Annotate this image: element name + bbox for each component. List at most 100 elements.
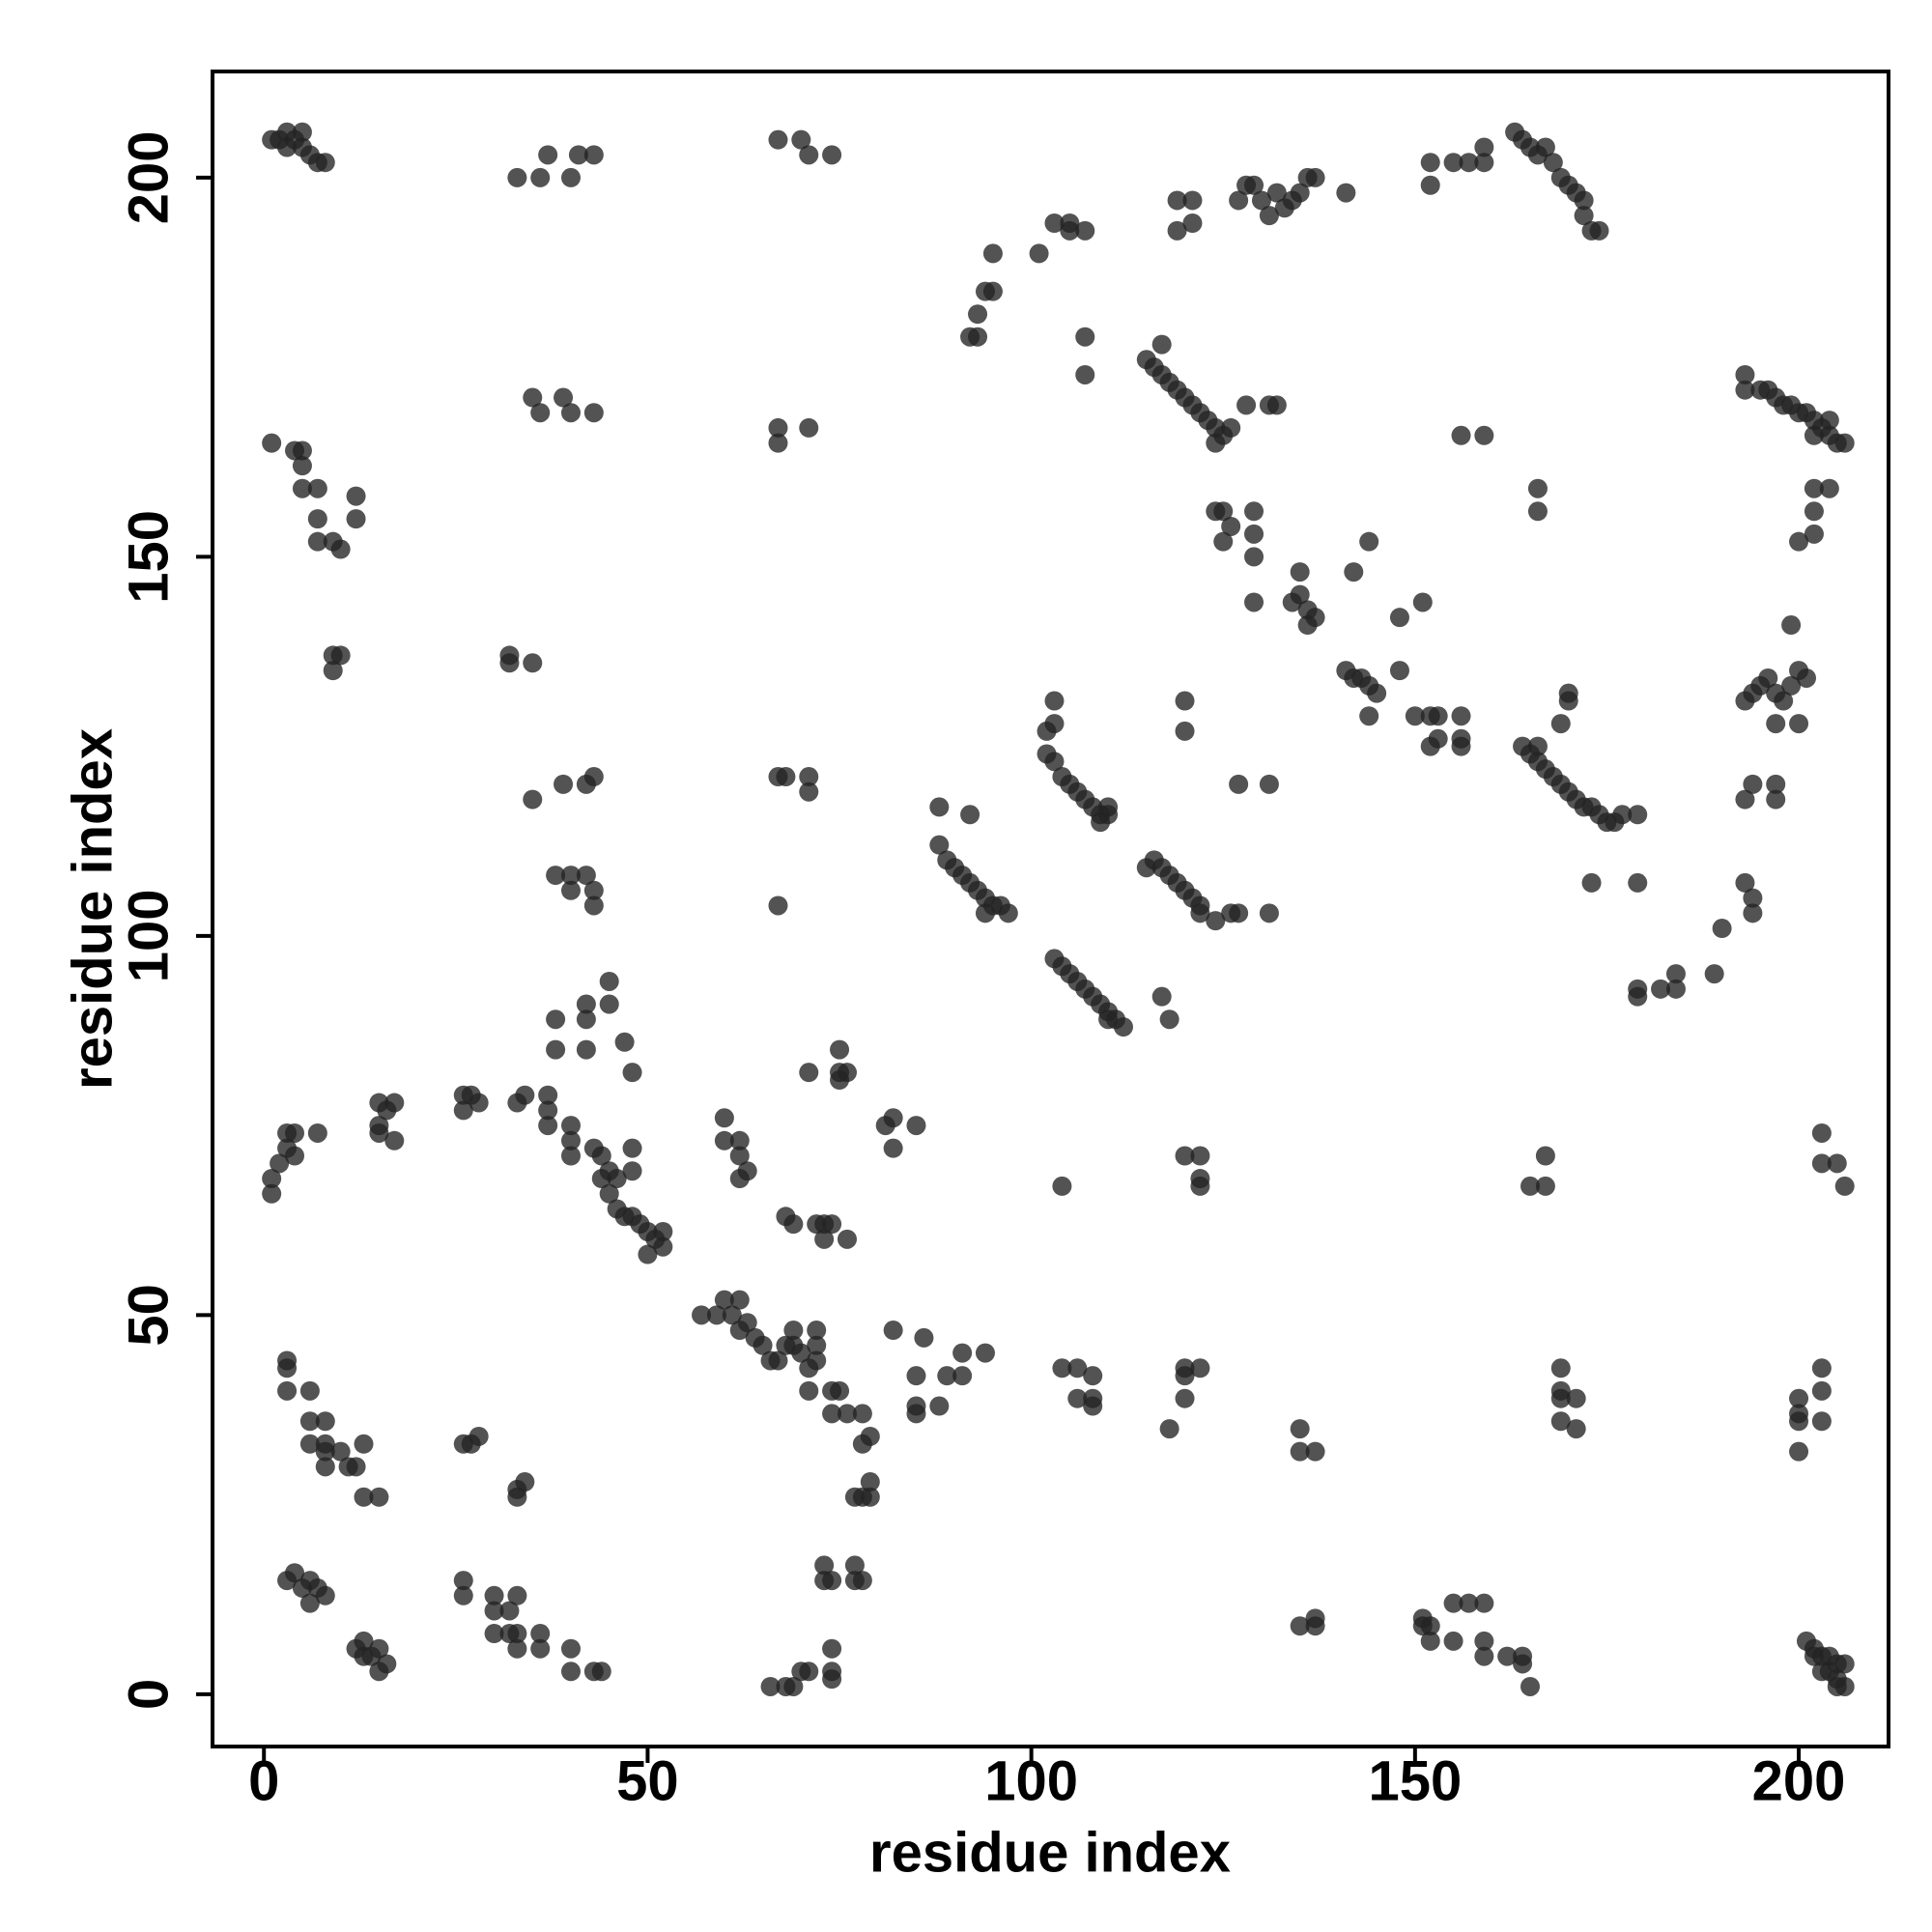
point [1443, 1593, 1463, 1613]
point [1513, 1654, 1533, 1674]
point [1290, 584, 1310, 605]
point [799, 767, 819, 787]
point [307, 509, 327, 529]
point [285, 1146, 305, 1166]
point [1190, 1358, 1210, 1378]
point [1259, 903, 1279, 923]
point [523, 387, 543, 408]
point [299, 1380, 320, 1401]
point [1550, 714, 1571, 734]
point [1774, 691, 1794, 711]
point [507, 1638, 527, 1659]
point [307, 1122, 327, 1143]
point [1213, 531, 1234, 552]
point [538, 1100, 558, 1121]
x-tick-label: 150 [1368, 1749, 1462, 1812]
point [530, 1624, 551, 1644]
point [507, 1624, 527, 1644]
point [554, 774, 574, 794]
point [807, 1335, 827, 1355]
point [369, 1638, 389, 1659]
point [1229, 190, 1249, 211]
point [1037, 721, 1057, 741]
point [285, 1563, 305, 1583]
point [1474, 1593, 1494, 1613]
point [1290, 1616, 1310, 1636]
point [1229, 774, 1249, 794]
point [560, 167, 581, 187]
point [515, 1085, 535, 1105]
point [560, 1146, 581, 1166]
point [1827, 1676, 1847, 1696]
point [860, 1472, 880, 1492]
point [1428, 706, 1448, 726]
point [706, 1305, 726, 1325]
point [960, 805, 980, 825]
point [1735, 872, 1755, 893]
point [1075, 220, 1095, 241]
point [1305, 167, 1325, 187]
point [729, 1169, 750, 1189]
point [354, 1434, 374, 1454]
point [1735, 789, 1755, 810]
point [807, 1321, 827, 1341]
point [783, 1214, 804, 1235]
point [530, 167, 551, 187]
point [576, 1039, 596, 1060]
point [1075, 327, 1095, 347]
point [952, 1343, 973, 1363]
point [546, 866, 566, 886]
point [515, 1472, 535, 1492]
point [714, 1108, 734, 1128]
point [1550, 1411, 1571, 1432]
point [1266, 395, 1287, 415]
point [729, 1290, 750, 1310]
point [1159, 1009, 1179, 1030]
point [330, 1441, 351, 1462]
point [538, 1116, 558, 1136]
point [1735, 364, 1755, 384]
point [523, 789, 543, 810]
point [1044, 691, 1065, 711]
point [583, 895, 604, 916]
point [929, 797, 950, 817]
point [377, 1654, 397, 1674]
point [292, 456, 312, 476]
point [292, 122, 312, 142]
point [1789, 1411, 1809, 1432]
point [354, 1487, 374, 1507]
point [484, 1585, 504, 1605]
point [299, 1434, 320, 1454]
point [484, 1624, 504, 1644]
point [1420, 1631, 1440, 1651]
point [560, 403, 581, 423]
point [1044, 752, 1065, 772]
point [1520, 1676, 1541, 1696]
point [1206, 433, 1226, 453]
point [998, 903, 1018, 923]
point [1474, 1631, 1494, 1651]
point [1067, 1388, 1088, 1408]
point [799, 417, 819, 438]
point [1712, 919, 1732, 939]
plot-frame [211, 70, 1890, 1748]
point [384, 1093, 405, 1113]
point [315, 1457, 335, 1477]
point [583, 403, 604, 423]
point [315, 1411, 335, 1432]
point [1151, 334, 1172, 355]
point [1389, 661, 1409, 681]
point [622, 1138, 642, 1158]
point [768, 417, 788, 438]
point [1651, 979, 1671, 999]
point [1581, 872, 1602, 893]
point [583, 145, 604, 165]
point [1389, 608, 1409, 628]
point [791, 1343, 811, 1363]
point [1190, 1146, 1210, 1166]
x-tick-label: 200 [1752, 1749, 1846, 1812]
point [1359, 706, 1379, 726]
point [1474, 137, 1494, 157]
point [1060, 213, 1080, 233]
point [1766, 714, 1786, 734]
